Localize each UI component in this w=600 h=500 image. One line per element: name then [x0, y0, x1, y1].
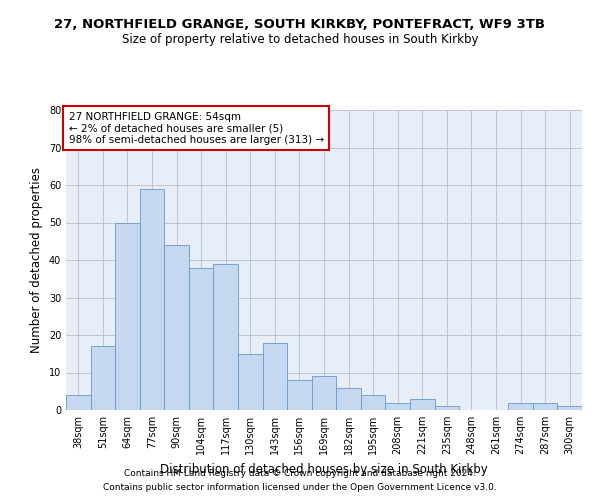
Text: Contains public sector information licensed under the Open Government Licence v3: Contains public sector information licen…	[103, 484, 497, 492]
Text: 27 NORTHFIELD GRANGE: 54sqm
← 2% of detached houses are smaller (5)
98% of semi-: 27 NORTHFIELD GRANGE: 54sqm ← 2% of deta…	[68, 112, 324, 144]
Bar	[336, 388, 361, 410]
X-axis label: Distribution of detached houses by size in South Kirkby: Distribution of detached houses by size …	[160, 462, 488, 475]
Bar	[434, 406, 459, 410]
Bar	[385, 402, 410, 410]
Bar	[508, 402, 533, 410]
Bar	[140, 188, 164, 410]
Bar	[361, 395, 385, 410]
Y-axis label: Number of detached properties: Number of detached properties	[30, 167, 43, 353]
Bar	[214, 264, 238, 410]
Bar	[557, 406, 582, 410]
Text: Size of property relative to detached houses in South Kirkby: Size of property relative to detached ho…	[122, 32, 478, 46]
Bar	[91, 346, 115, 410]
Bar	[238, 354, 263, 410]
Bar	[164, 245, 189, 410]
Bar	[66, 395, 91, 410]
Bar	[263, 342, 287, 410]
Bar	[410, 399, 434, 410]
Bar	[533, 402, 557, 410]
Bar	[189, 268, 214, 410]
Bar	[312, 376, 336, 410]
Text: Contains HM Land Registry data © Crown copyright and database right 2024.: Contains HM Land Registry data © Crown c…	[124, 468, 476, 477]
Bar	[287, 380, 312, 410]
Text: 27, NORTHFIELD GRANGE, SOUTH KIRKBY, PONTEFRACT, WF9 3TB: 27, NORTHFIELD GRANGE, SOUTH KIRKBY, PON…	[55, 18, 545, 30]
Bar	[115, 222, 140, 410]
